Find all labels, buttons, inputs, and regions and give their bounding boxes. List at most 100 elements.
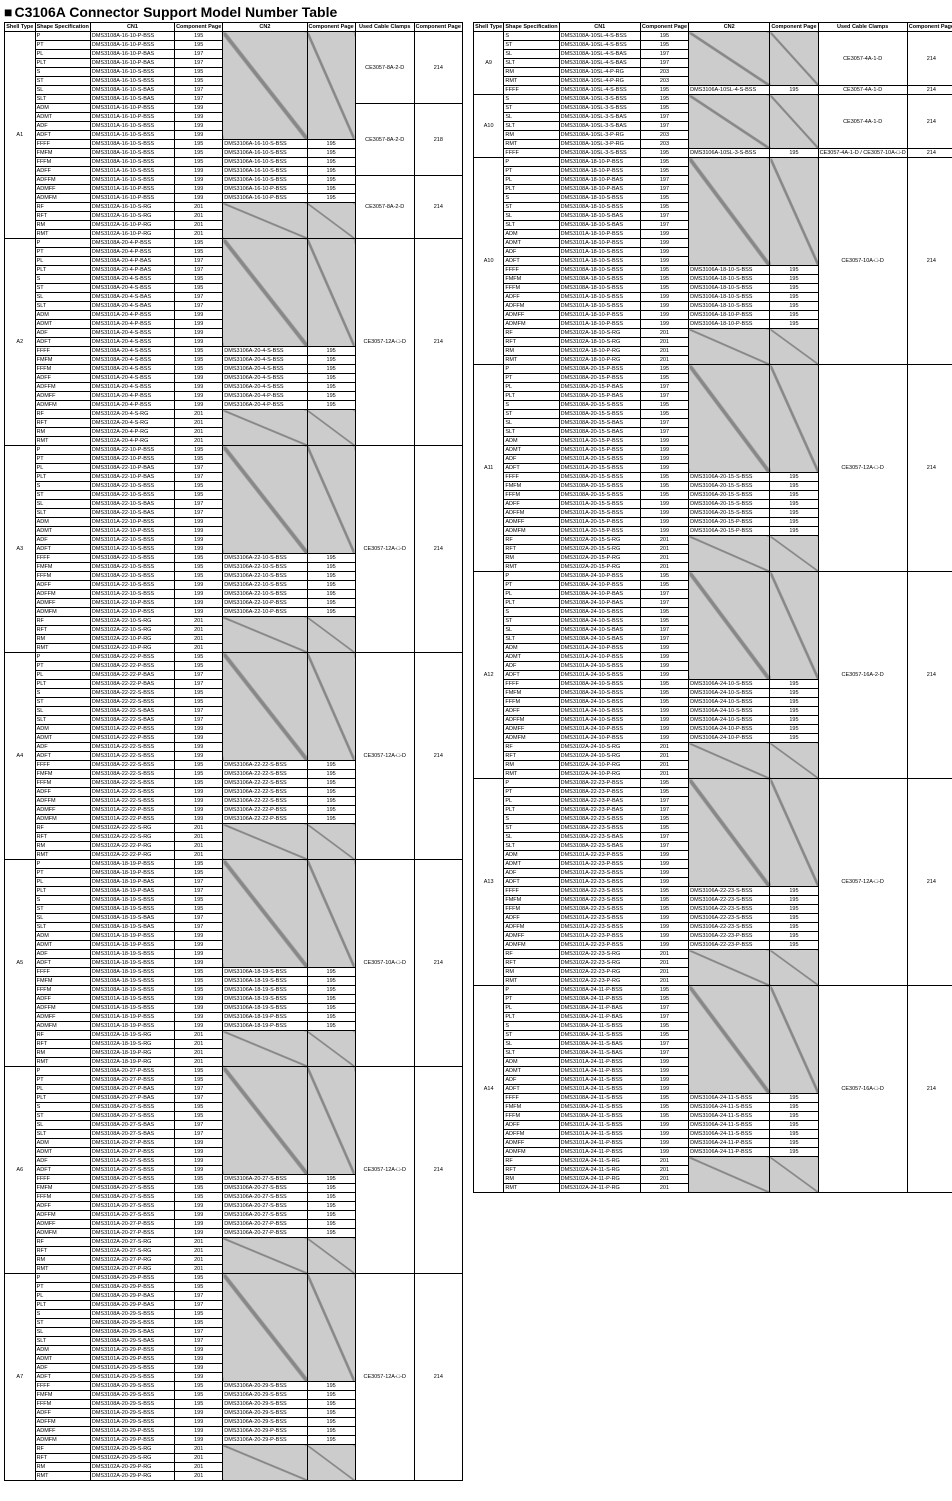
cn1-cell: DMS3101A-18-10-S-BSS bbox=[559, 302, 640, 311]
cn2-cell: DMS3106A-18-19-P-BSS bbox=[223, 1013, 307, 1022]
page-cell: 195 bbox=[640, 104, 688, 113]
shape-cell: RFT bbox=[35, 626, 90, 635]
cn2pg-hatched bbox=[770, 329, 818, 365]
cn1-cell: DMS3108A-18-10-S-BAS bbox=[559, 221, 640, 230]
cn2-cell: DMS3106A-22-10-S-BSS bbox=[223, 572, 307, 581]
page-cell: 199 bbox=[175, 1436, 223, 1445]
shape-cell: RMT bbox=[35, 1472, 90, 1481]
cn2-cell: DMS3106A-16-10-S-BSS bbox=[223, 140, 307, 149]
shape-cell: S bbox=[35, 482, 90, 491]
cn1-cell: DMS3101A-22-23-S-BSS bbox=[559, 878, 640, 887]
shape-cell: ADMT bbox=[504, 239, 559, 248]
cn1-cell: DMS3101A-24-11-S-BSS bbox=[559, 1085, 640, 1094]
cn2pg-cell: 195 bbox=[307, 1175, 355, 1184]
cn2pg-hatched bbox=[307, 617, 355, 653]
cn1-cell: DMS3102A-18-19-S-RG bbox=[90, 1040, 174, 1049]
cn2-cell: DMS3106A-18-19-S-BSS bbox=[223, 995, 307, 1004]
cn1-cell: DMS3108A-24-10-S-BSS bbox=[559, 608, 640, 617]
cn2pg-cell: 195 bbox=[770, 518, 818, 527]
page-cell: 195 bbox=[640, 275, 688, 284]
cn1-cell: DMS3101A-20-29-P-BSS bbox=[90, 1427, 174, 1436]
page-cell: 201 bbox=[175, 1247, 223, 1256]
cn2-cell: DMS3106A-22-22-S-BSS bbox=[223, 788, 307, 797]
page-cell: 201 bbox=[640, 1184, 688, 1193]
shape-cell: RFT bbox=[504, 959, 559, 968]
page-cell: 199 bbox=[640, 941, 688, 950]
table-row: A12PDMS3108A-24-10-P-BSS195CE3057-16A-2-… bbox=[473, 572, 952, 581]
shape-cell: ADMT bbox=[504, 653, 559, 662]
cn2pg-cell: 195 bbox=[307, 167, 355, 176]
cn1-cell: DMS3102A-24-11-P-RG bbox=[559, 1175, 640, 1184]
cn1-cell: DMS3108A-24-10-S-BAS bbox=[559, 635, 640, 644]
page-cell: 197 bbox=[640, 59, 688, 68]
page-cell: 201 bbox=[175, 635, 223, 644]
shape-cell: RM bbox=[35, 1049, 90, 1058]
cn1-cell: DMS3102A-18-19-P-RG bbox=[90, 1058, 174, 1067]
cn2-cell: DMS3106A-22-10-S-BSS bbox=[223, 581, 307, 590]
shape-cell: P bbox=[35, 239, 90, 248]
shape-cell: ADMFM bbox=[504, 527, 559, 536]
shape-cell: RMT bbox=[35, 1265, 90, 1274]
cn1-cell: DMS3108A-18-10-P-BSS bbox=[559, 167, 640, 176]
shape-cell: ADM bbox=[35, 1139, 90, 1148]
page-cell: 201 bbox=[175, 833, 223, 842]
shape-cell: RF bbox=[35, 203, 90, 212]
col-header: Shell Type bbox=[5, 23, 36, 32]
shape-cell: PL bbox=[35, 50, 90, 59]
cn1-cell: DMS3101A-24-10-S-BSS bbox=[559, 716, 640, 725]
cn1-cell: DMS3108A-20-27-P-BAS bbox=[90, 1085, 174, 1094]
cn2pg-cell: 195 bbox=[307, 392, 355, 401]
cn2pg-cell: 195 bbox=[307, 563, 355, 572]
cn1-cell: DMS3108A-24-11-P-BAS bbox=[559, 1004, 640, 1013]
page-cell: 195 bbox=[640, 887, 688, 896]
shape-cell: SL bbox=[504, 419, 559, 428]
cn1-cell: DMS3108A-20-15-S-BSS bbox=[559, 410, 640, 419]
clamp-cell: CE3057-12A-□-D bbox=[818, 365, 907, 572]
clamp-cell: CE3057-12A-□-D bbox=[818, 779, 907, 986]
cn2pg-cell: 195 bbox=[307, 365, 355, 374]
cn2pg-cell: 195 bbox=[307, 761, 355, 770]
clamppg-cell: 214 bbox=[907, 572, 952, 779]
page-cell: 195 bbox=[175, 140, 223, 149]
page-cell: 199 bbox=[175, 1373, 223, 1382]
cn1-cell: DMS3101A-22-10-S-BSS bbox=[90, 536, 174, 545]
cn2-cell: DMS3106A-20-15-S-BSS bbox=[689, 491, 770, 500]
cn2-cell: DMS3106A-18-10-S-BSS bbox=[689, 302, 770, 311]
cn2pg-cell: 195 bbox=[307, 770, 355, 779]
cn1-cell: DMS3108A-22-10-S-BSS bbox=[90, 572, 174, 581]
shape-cell: ADFF bbox=[35, 995, 90, 1004]
page-cell: 199 bbox=[640, 518, 688, 527]
cn1-cell: DMS3101A-16-10-P-BSS bbox=[90, 104, 174, 113]
cn2pg-cell: 195 bbox=[770, 734, 818, 743]
shape-cell: SL bbox=[35, 500, 90, 509]
cn1-cell: DMS3108A-20-4-P-BSS bbox=[90, 239, 174, 248]
cn2pg-hatched bbox=[307, 410, 355, 446]
cn2pg-cell: 195 bbox=[307, 788, 355, 797]
cn1-cell: DMS3102A-18-10-P-RG bbox=[559, 347, 640, 356]
cn2-hatched bbox=[223, 617, 307, 653]
clamp-cell: CE3057-12A-□-D bbox=[355, 653, 414, 860]
shape-cell: ADMT bbox=[35, 1148, 90, 1157]
page-cell: 197 bbox=[175, 707, 223, 716]
cn2pg-cell: 195 bbox=[770, 923, 818, 932]
cn2pg-cell: 195 bbox=[307, 1436, 355, 1445]
cn1-cell: DMS3108A-10SL-4-S-BAS bbox=[559, 59, 640, 68]
page-cell: 199 bbox=[640, 230, 688, 239]
shape-cell: SLT bbox=[504, 122, 559, 131]
shape-cell: FMFM bbox=[504, 482, 559, 491]
table-left: Shell TypeShape SpecificationCN1Componen… bbox=[4, 22, 463, 1481]
shape-cell: ADM bbox=[35, 311, 90, 320]
cn2-cell: DMS3106A-20-4-S-BSS bbox=[223, 347, 307, 356]
cn1-cell: DMS3108A-20-27-S-BSS bbox=[90, 1112, 174, 1121]
page-cell: 197 bbox=[175, 923, 223, 932]
shape-cell: ADF bbox=[35, 122, 90, 131]
cn1-cell: DMS3108A-20-27-S-BAS bbox=[90, 1130, 174, 1139]
page-cell: 195 bbox=[640, 95, 688, 104]
shape-cell: RFT bbox=[35, 1454, 90, 1463]
shape-cell: RF bbox=[35, 617, 90, 626]
cn1-cell: DMS3101A-24-10-S-BSS bbox=[559, 671, 640, 680]
cn2-cell: DMS3106A-24-10-S-BSS bbox=[689, 689, 770, 698]
cn2-cell: DMS3106A-20-15-P-BSS bbox=[689, 527, 770, 536]
shape-cell: FFFF bbox=[504, 149, 559, 158]
cn2-cell: DMS3106A-20-29-P-BSS bbox=[223, 1436, 307, 1445]
